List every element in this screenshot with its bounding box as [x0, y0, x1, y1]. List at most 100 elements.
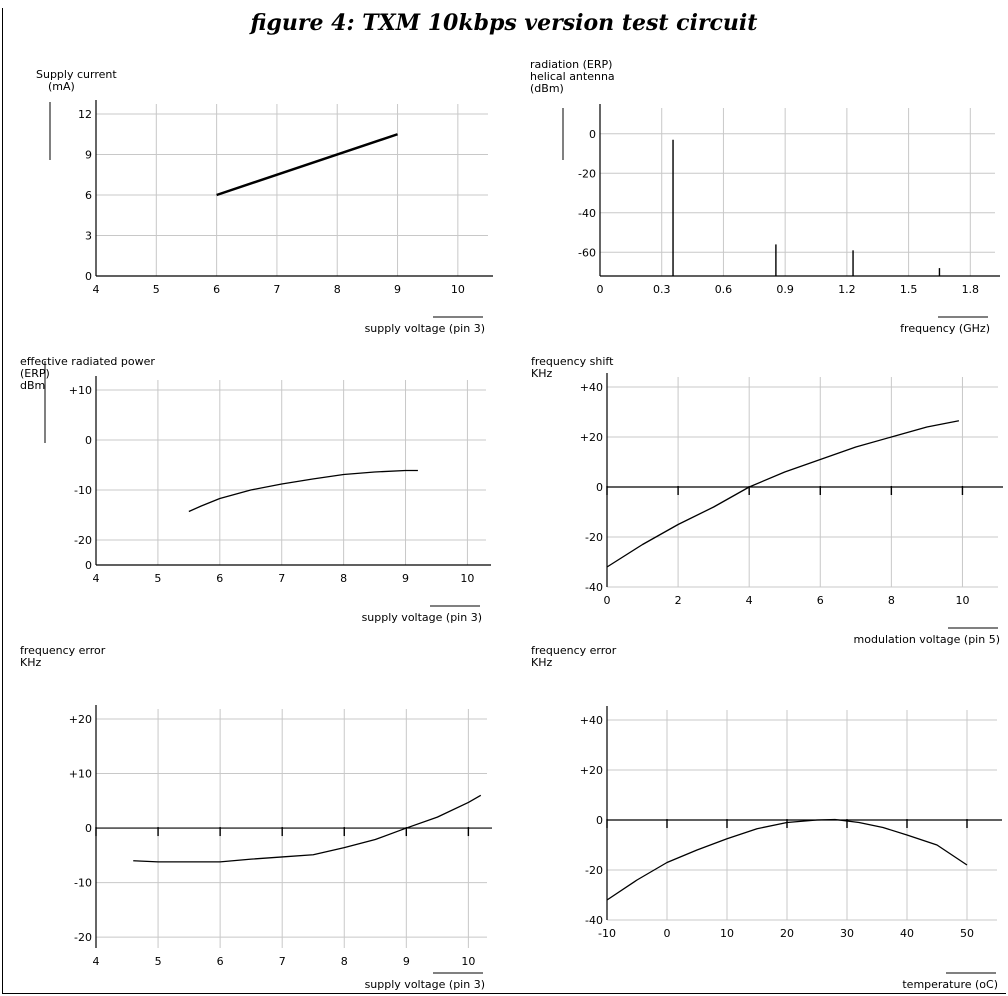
- y-tick-label: 0: [85, 270, 92, 283]
- y-tick-label: 0: [596, 814, 603, 827]
- y-tick-label: -10: [74, 484, 92, 497]
- x-axis-label: supply voltage (pin 3): [365, 978, 485, 991]
- x-tick-label: 1.8: [962, 283, 980, 296]
- y-tick-label: -20: [578, 167, 596, 180]
- x-tick-label: 6: [217, 955, 224, 968]
- x-tick-label: 10: [720, 927, 734, 940]
- y-axis-label: helical antenna: [530, 70, 615, 83]
- y-tick-label: -40: [578, 207, 596, 220]
- data-series-line: [133, 794, 482, 863]
- y-tick-label: -20: [74, 534, 92, 547]
- y-tick-label: 3: [85, 230, 92, 243]
- x-tick-label: 0: [664, 927, 671, 940]
- x-tick-label: 5: [153, 283, 160, 296]
- y-tick-label: +10: [69, 768, 92, 781]
- y-axis-label: Supply current: [36, 68, 117, 81]
- x-tick-label: 8: [888, 594, 895, 607]
- x-tick-label: 9: [394, 283, 401, 296]
- y-axis-label: (dBm): [530, 82, 564, 95]
- y-axis-label: frequency error: [20, 644, 106, 657]
- y-axis-label: (ERP): [20, 367, 50, 380]
- figure-title: figure 4: TXM 10kbps version test circui…: [250, 10, 758, 36]
- x-tick-label: 4: [93, 955, 100, 968]
- x-tick-label: 6: [817, 594, 824, 607]
- y-tick-label: -40: [585, 914, 603, 927]
- y-axis-label: dBm: [20, 379, 45, 392]
- y-tick-label: -10: [74, 877, 92, 890]
- y-tick-label: +40: [580, 714, 603, 727]
- data-series-line: [606, 420, 960, 568]
- x-tick-label: 10: [451, 283, 465, 296]
- y-axis-label: radiation (ERP): [530, 58, 612, 71]
- y-tick-label: -20: [585, 531, 603, 544]
- x-tick-label: 4: [746, 594, 753, 607]
- y-axis-label: frequency shift: [531, 355, 614, 368]
- x-tick-label: 9: [402, 572, 409, 585]
- y-tick-label: +40: [580, 381, 603, 394]
- x-tick-label: 10: [955, 594, 969, 607]
- y-tick-label: 0: [85, 434, 92, 447]
- x-tick-label: 6: [213, 283, 220, 296]
- x-tick-label: 9: [403, 955, 410, 968]
- x-tick-label: 5: [154, 572, 161, 585]
- x-tick-label: 6: [216, 572, 223, 585]
- chart-radiation-spectrum: 0 -20 -40 -60 0 0.3 0.6 0.9 1.2 1.5 1.8 radiation (…: [530, 58, 1000, 335]
- y-tick-label: 0: [596, 481, 603, 494]
- x-axis-label: frequency (GHz): [900, 322, 990, 335]
- y-axis-label: (mA): [48, 80, 75, 93]
- x-tick-label: 0.3: [653, 283, 671, 296]
- y-tick-label: 0: [85, 559, 92, 572]
- x-tick-label: 50: [960, 927, 974, 940]
- chart-supply-current: 0 3 6 9 12 4 5 6 7 8 9 10 Supply current(mA) supply v…: [36, 68, 493, 335]
- y-axis-label: effective radiated power: [20, 355, 155, 368]
- y-tick-label: 0: [85, 822, 92, 835]
- y-tick-label: -20: [585, 864, 603, 877]
- y-tick-label: +20: [580, 431, 603, 444]
- y-tick-label: +20: [580, 764, 603, 777]
- x-tick-label: 7: [279, 955, 286, 968]
- y-tick-label: +10: [69, 384, 92, 397]
- x-tick-label: 7: [273, 283, 280, 296]
- x-tick-label: 1.5: [900, 283, 918, 296]
- x-tick-label: 10: [460, 572, 474, 585]
- x-tick-label: 8: [334, 283, 341, 296]
- x-tick-label: 4: [93, 283, 100, 296]
- x-tick-label: 5: [155, 955, 162, 968]
- y-axis-label: KHz: [20, 656, 41, 669]
- x-tick-label: 0: [604, 594, 611, 607]
- y-tick-label: -40: [585, 581, 603, 594]
- y-tick-label: 6: [85, 189, 92, 202]
- data-series-line: [188, 469, 418, 513]
- y-tick-label: +20: [69, 713, 92, 726]
- x-tick-label: 0.6: [715, 283, 733, 296]
- x-tick-label: 8: [340, 572, 347, 585]
- y-tick-label: 0: [589, 128, 596, 141]
- x-axis-label: supply voltage (pin 3): [365, 322, 485, 335]
- x-tick-label: 4: [93, 572, 100, 585]
- y-tick-label: -20: [74, 931, 92, 944]
- x-axis-label: supply voltage (pin 3): [362, 611, 482, 624]
- x-tick-label: 2: [675, 594, 682, 607]
- x-tick-label: 30: [840, 927, 854, 940]
- figure-frame: [2, 8, 1006, 994]
- x-axis-label: temperature (oC): [902, 978, 998, 991]
- chart-frequency-error-temperature: +40 +20 0 -20 -40-10 0 10 20 30 40 50 frequency err…: [531, 644, 1002, 991]
- x-tick-label: 0: [597, 283, 604, 296]
- x-tick-label: 20: [780, 927, 794, 940]
- y-axis-label: KHz: [531, 656, 552, 669]
- x-tick-label: 7: [278, 572, 285, 585]
- x-tick-label: 8: [341, 955, 348, 968]
- y-axis-label: frequency error: [531, 644, 617, 657]
- x-tick-label: 0.9: [776, 283, 794, 296]
- x-tick-label: -10: [598, 927, 616, 940]
- x-axis-label: modulation voltage (pin 5): [854, 633, 1000, 646]
- data-series-line: [216, 133, 398, 197]
- data-series-line: [606, 818, 968, 901]
- y-tick-label: -60: [578, 246, 596, 259]
- x-tick-label: 1.2: [838, 283, 856, 296]
- y-tick-label: 9: [85, 149, 92, 162]
